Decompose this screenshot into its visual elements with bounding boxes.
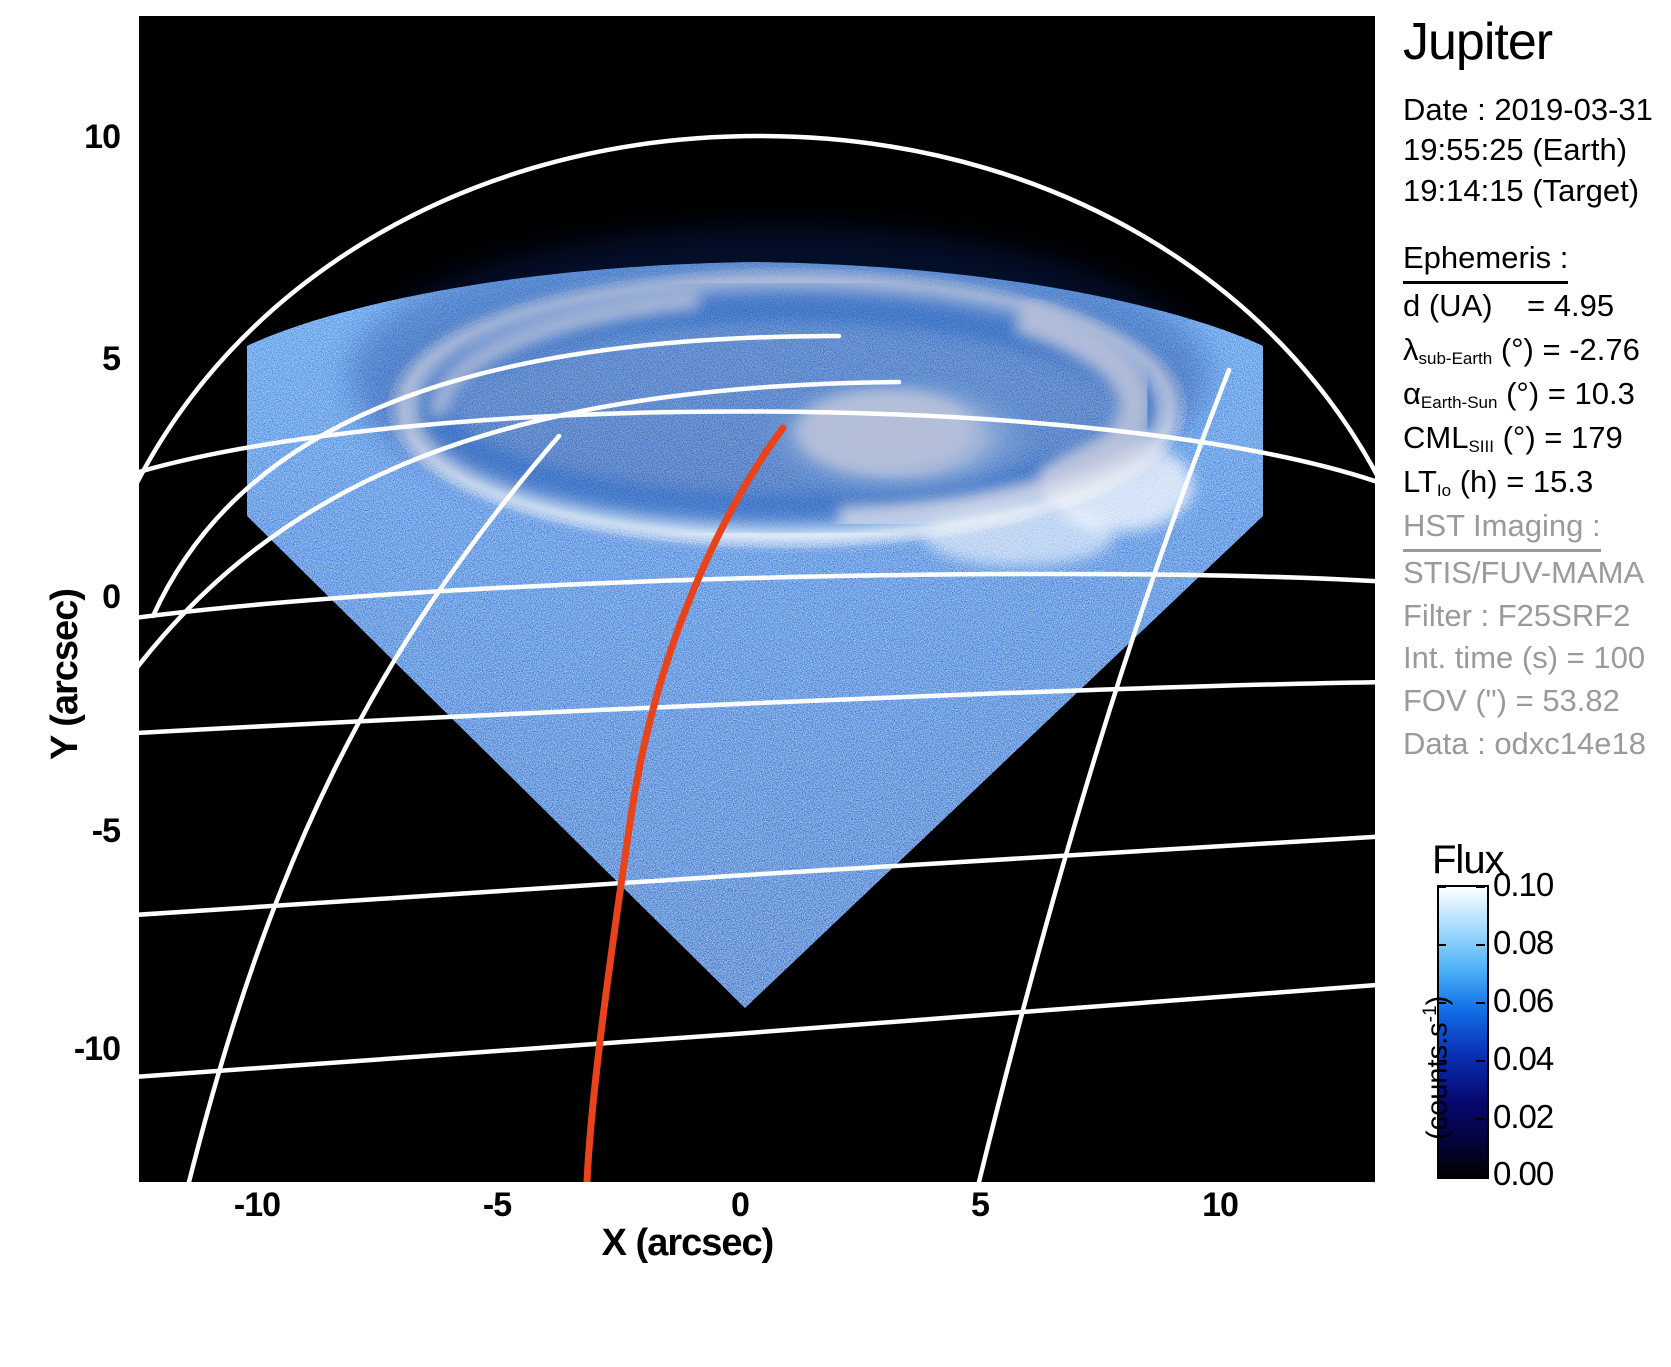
alpha-symbol: α <box>1403 376 1421 412</box>
metadata-sidebar: Jupiter Date : 2019-03-31 19:55:25 (Eart… <box>1388 0 1671 1367</box>
cb-mark-004-r <box>1476 1060 1485 1062</box>
x-tick-neg10: -10 <box>233 1186 281 1224</box>
earth-time-line: 19:55:25 (Earth) <box>1403 132 1628 168</box>
cb-mark-008-l <box>1437 944 1446 946</box>
planet-limb <box>139 133 1375 485</box>
aurora-image-panel <box>139 16 1375 1182</box>
latitude-line-1 <box>139 409 1375 484</box>
coordinate-grid <box>139 133 1375 1182</box>
target-title: Jupiter <box>1403 13 1553 71</box>
hst-heading: HST Imaging : <box>1403 505 1601 552</box>
y-tick-neg10: -10 <box>73 1030 121 1068</box>
hst-integration-time: Int. time (s) = 100 <box>1403 640 1646 676</box>
date-line: Date : 2019-03-31 <box>1403 92 1653 127</box>
cb-mark-006-r <box>1476 1002 1485 1004</box>
latitude-line-5 <box>139 982 1375 1079</box>
cml-unit: (°) <box>1502 420 1536 456</box>
lt-value: = 15.3 <box>1506 464 1594 500</box>
alpha-unit: (°) <box>1506 376 1540 412</box>
cb-label-004: 0.04 <box>1493 1040 1554 1077</box>
y-tick-5: 5 <box>102 340 121 378</box>
cb-mark-002-r <box>1476 1118 1485 1120</box>
lambda-value: = -2.76 <box>1542 332 1640 368</box>
alpha-subscript: Earth-Sun <box>1420 393 1498 413</box>
cb-mark-006-l <box>1437 1002 1446 1004</box>
ephemeris-lt-row: LTIo (h) = 15.3 <box>1403 460 1640 504</box>
observation-date-block: Date : 2019-03-31 19:55:25 (Earth) 19:14… <box>1403 90 1653 211</box>
cb-mark-008-r <box>1476 944 1485 946</box>
x-axis-title: X (arcsec) <box>601 1222 775 1264</box>
ephemeris-heading: Ephemeris : <box>1403 236 1569 285</box>
cb-label-000: 0.00 <box>1493 1155 1554 1192</box>
sky-projection-svg <box>139 16 1375 1182</box>
meridian-line-2 <box>139 379 902 669</box>
x-tick-0: 0 <box>731 1186 750 1224</box>
hst-imaging-block: HST Imaging : STIS/FUV-MAMA Filter : F25… <box>1403 505 1646 766</box>
colorbar-gradient <box>1437 885 1489 1179</box>
hst-fov: FOV (") = 53.82 <box>1403 683 1620 719</box>
target-time-line: 19:14:15 (Target) <box>1403 172 1640 208</box>
cml-subscript: SIII <box>1468 437 1494 457</box>
x-tick-10: 10 <box>1202 1186 1239 1224</box>
unit-exponent: -1 <box>1420 1005 1441 1023</box>
lambda-symbol: λ <box>1403 332 1419 368</box>
limb-glow <box>349 226 1209 526</box>
cb-mark-010-l <box>1437 886 1446 888</box>
y-axis-title: Y (arcsec) <box>44 589 86 760</box>
meridian-line-4 <box>186 433 562 1182</box>
y-tick-10: 10 <box>84 118 121 156</box>
ephemeris-distance-row: d (UA) = 4.95 <box>1403 284 1640 328</box>
ephemeris-alpha-row: αEarth-Sun (°) = 10.3 <box>1403 372 1640 416</box>
cb-label-002: 0.02 <box>1493 1098 1554 1135</box>
ephemeris-sub-earth-row: λsub-Earth (°) = -2.76 <box>1403 328 1640 372</box>
x-tick-neg5: -5 <box>482 1186 512 1224</box>
unit-tail: ) <box>1421 995 1454 1006</box>
distance-label: d (UA) <box>1403 288 1493 324</box>
lt-unit: (h) <box>1459 464 1498 500</box>
meridian-line-1 <box>150 333 842 619</box>
x-tick-5: 5 <box>971 1186 990 1224</box>
lambda-subscript: sub-Earth <box>1418 349 1493 369</box>
meridian-line-3 <box>976 367 1232 1182</box>
io-footprint-track <box>583 424 787 1182</box>
lt-label: LT <box>1403 464 1437 500</box>
y-tick-0: 0 <box>102 578 121 616</box>
ephemeris-cml-row: CMLSIII (°) = 179 <box>1403 416 1640 460</box>
alpha-value: = 10.3 <box>1547 376 1635 412</box>
latitude-line-4 <box>139 834 1375 917</box>
latitude-line-2 <box>139 571 1375 620</box>
y-tick-neg5: -5 <box>91 812 121 850</box>
cb-label-008: 0.08 <box>1493 924 1554 961</box>
unit-main: (counts.s <box>1421 1022 1454 1140</box>
lambda-unit: (°) <box>1500 332 1534 368</box>
colorbar-title: Flux <box>1432 838 1505 882</box>
cb-label-010: 0.10 <box>1493 866 1554 903</box>
distance-value: = 4.95 <box>1527 288 1615 324</box>
cb-label-006: 0.06 <box>1493 982 1554 1019</box>
hst-filter: Filter : F25SRF2 <box>1403 597 1631 633</box>
lt-subscript: Io <box>1436 481 1452 501</box>
cb-mark-004-l <box>1437 1060 1446 1062</box>
cb-mark-010-r <box>1476 886 1485 888</box>
latitude-line-3 <box>139 679 1375 736</box>
colorbar-unit-label: (counts.s-1) <box>1420 996 1455 1140</box>
cml-value: = 179 <box>1544 420 1623 456</box>
hst-instrument: STIS/FUV-MAMA <box>1403 554 1645 590</box>
cml-label: CML <box>1403 420 1469 456</box>
hst-dataset-id: Data : odxc14e18 <box>1403 725 1647 761</box>
cb-mark-002-l <box>1437 1118 1446 1120</box>
ephemeris-block: Ephemeris : d (UA) = 4.95 λsub-Earth (°)… <box>1403 236 1640 504</box>
